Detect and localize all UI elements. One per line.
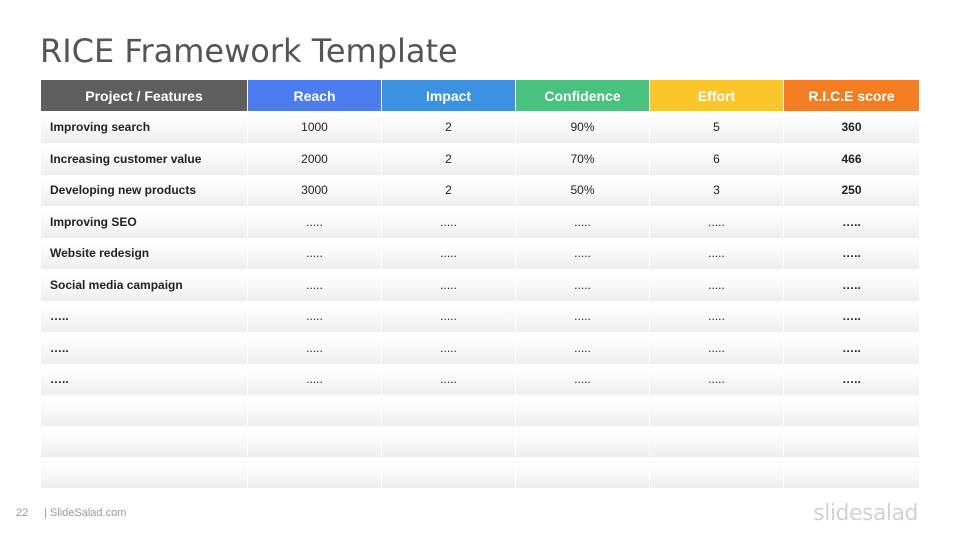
cell-effort [650,426,784,457]
cell-reach: ..... [248,363,382,395]
table-body: Improving search 1000 2 90% 5 360 Increasing c… [41,111,919,488]
cell-effort: 3 [650,174,784,206]
cell-effort: ..... [650,300,784,332]
cell-confidence [516,457,650,488]
cell-reach [248,426,382,457]
slide-title: RICE Framework Template [40,32,458,70]
cell-impact: ..... [382,300,516,332]
cell-effort: 6 [650,143,784,175]
cell-impact: ..... [382,206,516,238]
table-row: Social media campaign...................… [41,269,919,301]
table-row: …......................….. [41,363,919,395]
cell-rice-score [784,395,919,426]
cell-effort: ..... [650,237,784,269]
cell-impact: ..... [382,332,516,364]
cell-reach [248,395,382,426]
table-row: Developing new products 3000 2 50% 3 250 [41,174,919,206]
cell-effort: ..... [650,363,784,395]
cell-rice-score: ….. [784,300,919,332]
footer-site-link: | SlideSalad.com [44,507,127,519]
cell-feature: ….. [41,363,248,395]
cell-feature: ….. [41,332,248,364]
cell-reach: ..... [248,300,382,332]
slidesalad-logo: slidesalad [813,501,918,526]
table-row: Increasing customer value 2000 2 70% 6 466 [41,143,919,175]
cell-confidence: ..... [516,206,650,238]
cell-feature: Improving search [41,111,248,143]
header-project-features: Project / Features [41,80,248,111]
cell-reach: ..... [248,206,382,238]
cell-confidence: ..... [516,332,650,364]
cell-reach [248,457,382,488]
cell-rice-score: ….. [784,332,919,364]
cell-feature: Increasing customer value [41,143,248,175]
cell-rice-score [784,426,919,457]
cell-confidence: 50% [516,174,650,206]
header-impact: Impact [382,80,516,111]
cell-confidence [516,426,650,457]
cell-effort: ..... [650,332,784,364]
cell-effort: ..... [650,206,784,238]
cell-feature: Improving SEO [41,206,248,238]
cell-feature [41,457,248,488]
cell-rice-score [784,457,919,488]
cell-impact: 2 [382,143,516,175]
cell-reach: 3000 [248,174,382,206]
cell-confidence: ..... [516,237,650,269]
cell-rice-score: 466 [784,143,919,175]
cell-confidence: 70% [516,143,650,175]
cell-rice-score: ….. [784,363,919,395]
cell-confidence: ..... [516,363,650,395]
header-reach: Reach [248,80,382,111]
cell-confidence: ..... [516,269,650,301]
cell-reach: ..... [248,332,382,364]
cell-rice-score: ….. [784,269,919,301]
cell-effort: ..... [650,269,784,301]
cell-confidence: ..... [516,300,650,332]
table-row: Website redesign....................….. [41,237,919,269]
table-row [41,426,919,457]
cell-impact: 2 [382,174,516,206]
header-effort: Effort [650,80,784,111]
header-rice-score: R.I.C.E score [784,80,919,111]
cell-confidence [516,395,650,426]
cell-impact [382,426,516,457]
cell-impact [382,457,516,488]
cell-effort [650,395,784,426]
cell-reach: 2000 [248,143,382,175]
cell-confidence: 90% [516,111,650,143]
page-number: 22 [16,507,29,519]
table-row: Improving search 1000 2 90% 5 360 [41,111,919,143]
cell-rice-score: ….. [784,237,919,269]
cell-feature: Social media campaign [41,269,248,301]
cell-feature [41,426,248,457]
cell-reach: ..... [248,269,382,301]
cell-feature [41,395,248,426]
cell-impact: ..... [382,237,516,269]
table-row [41,395,919,426]
cell-effort [650,457,784,488]
cell-feature: Website redesign [41,237,248,269]
cell-feature: ….. [41,300,248,332]
table-row [41,457,919,488]
cell-effort: 5 [650,111,784,143]
cell-impact: ..... [382,363,516,395]
cell-reach: 1000 [248,111,382,143]
table-header-row: Project / Features Reach Impact Confiden… [41,80,919,111]
cell-impact: ..... [382,269,516,301]
table-row: …......................….. [41,300,919,332]
cell-reach: ..... [248,237,382,269]
cell-impact [382,395,516,426]
cell-rice-score: ….. [784,206,919,238]
cell-rice-score: 360 [784,111,919,143]
cell-impact: 2 [382,111,516,143]
header-confidence: Confidence [516,80,650,111]
rice-table: Project / Features Reach Impact Confiden… [41,80,919,488]
cell-rice-score: 250 [784,174,919,206]
table-row: …......................….. [41,332,919,364]
table-row: Improving SEO....................….. [41,206,919,238]
cell-feature: Developing new products [41,174,248,206]
